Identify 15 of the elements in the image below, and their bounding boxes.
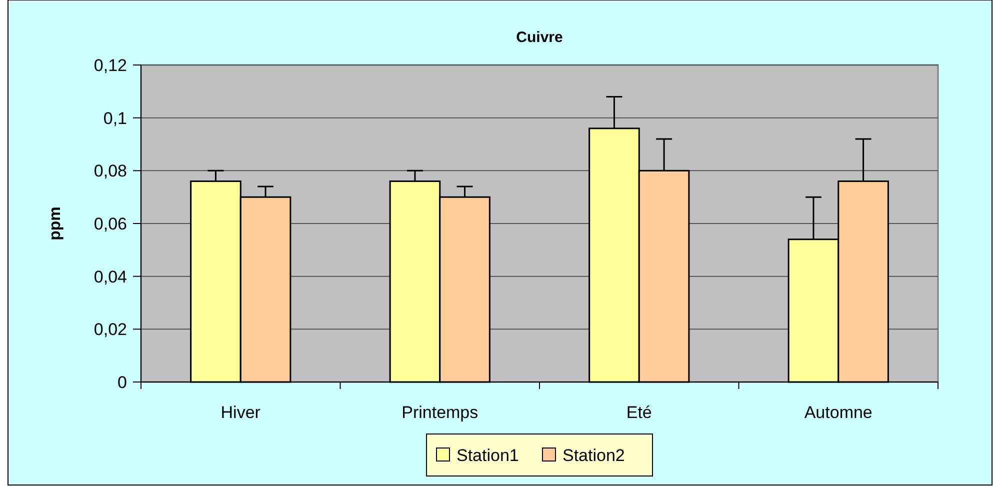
x-tick-label: Eté bbox=[626, 403, 652, 422]
x-tick-label: Printemps bbox=[402, 403, 478, 422]
x-tick-label: Automne bbox=[804, 403, 872, 422]
y-tick-label: 0,1 bbox=[103, 108, 127, 128]
x-tick-label: Hiver bbox=[220, 403, 261, 422]
y-tick-label: 0,02 bbox=[94, 320, 127, 340]
y-tick-label: 0,04 bbox=[94, 267, 127, 286]
y-tick-label: 0,12 bbox=[94, 56, 127, 75]
y-tick-label: 0,06 bbox=[94, 214, 127, 234]
y-tick-label: 0,08 bbox=[94, 162, 127, 181]
chart-title: Cuivre bbox=[516, 29, 563, 46]
y-axis-title: ppm bbox=[47, 206, 64, 240]
legend-label: Station1 bbox=[456, 446, 519, 465]
y-tick-label: 0 bbox=[118, 372, 127, 392]
legend-label: Station2 bbox=[562, 446, 625, 465]
